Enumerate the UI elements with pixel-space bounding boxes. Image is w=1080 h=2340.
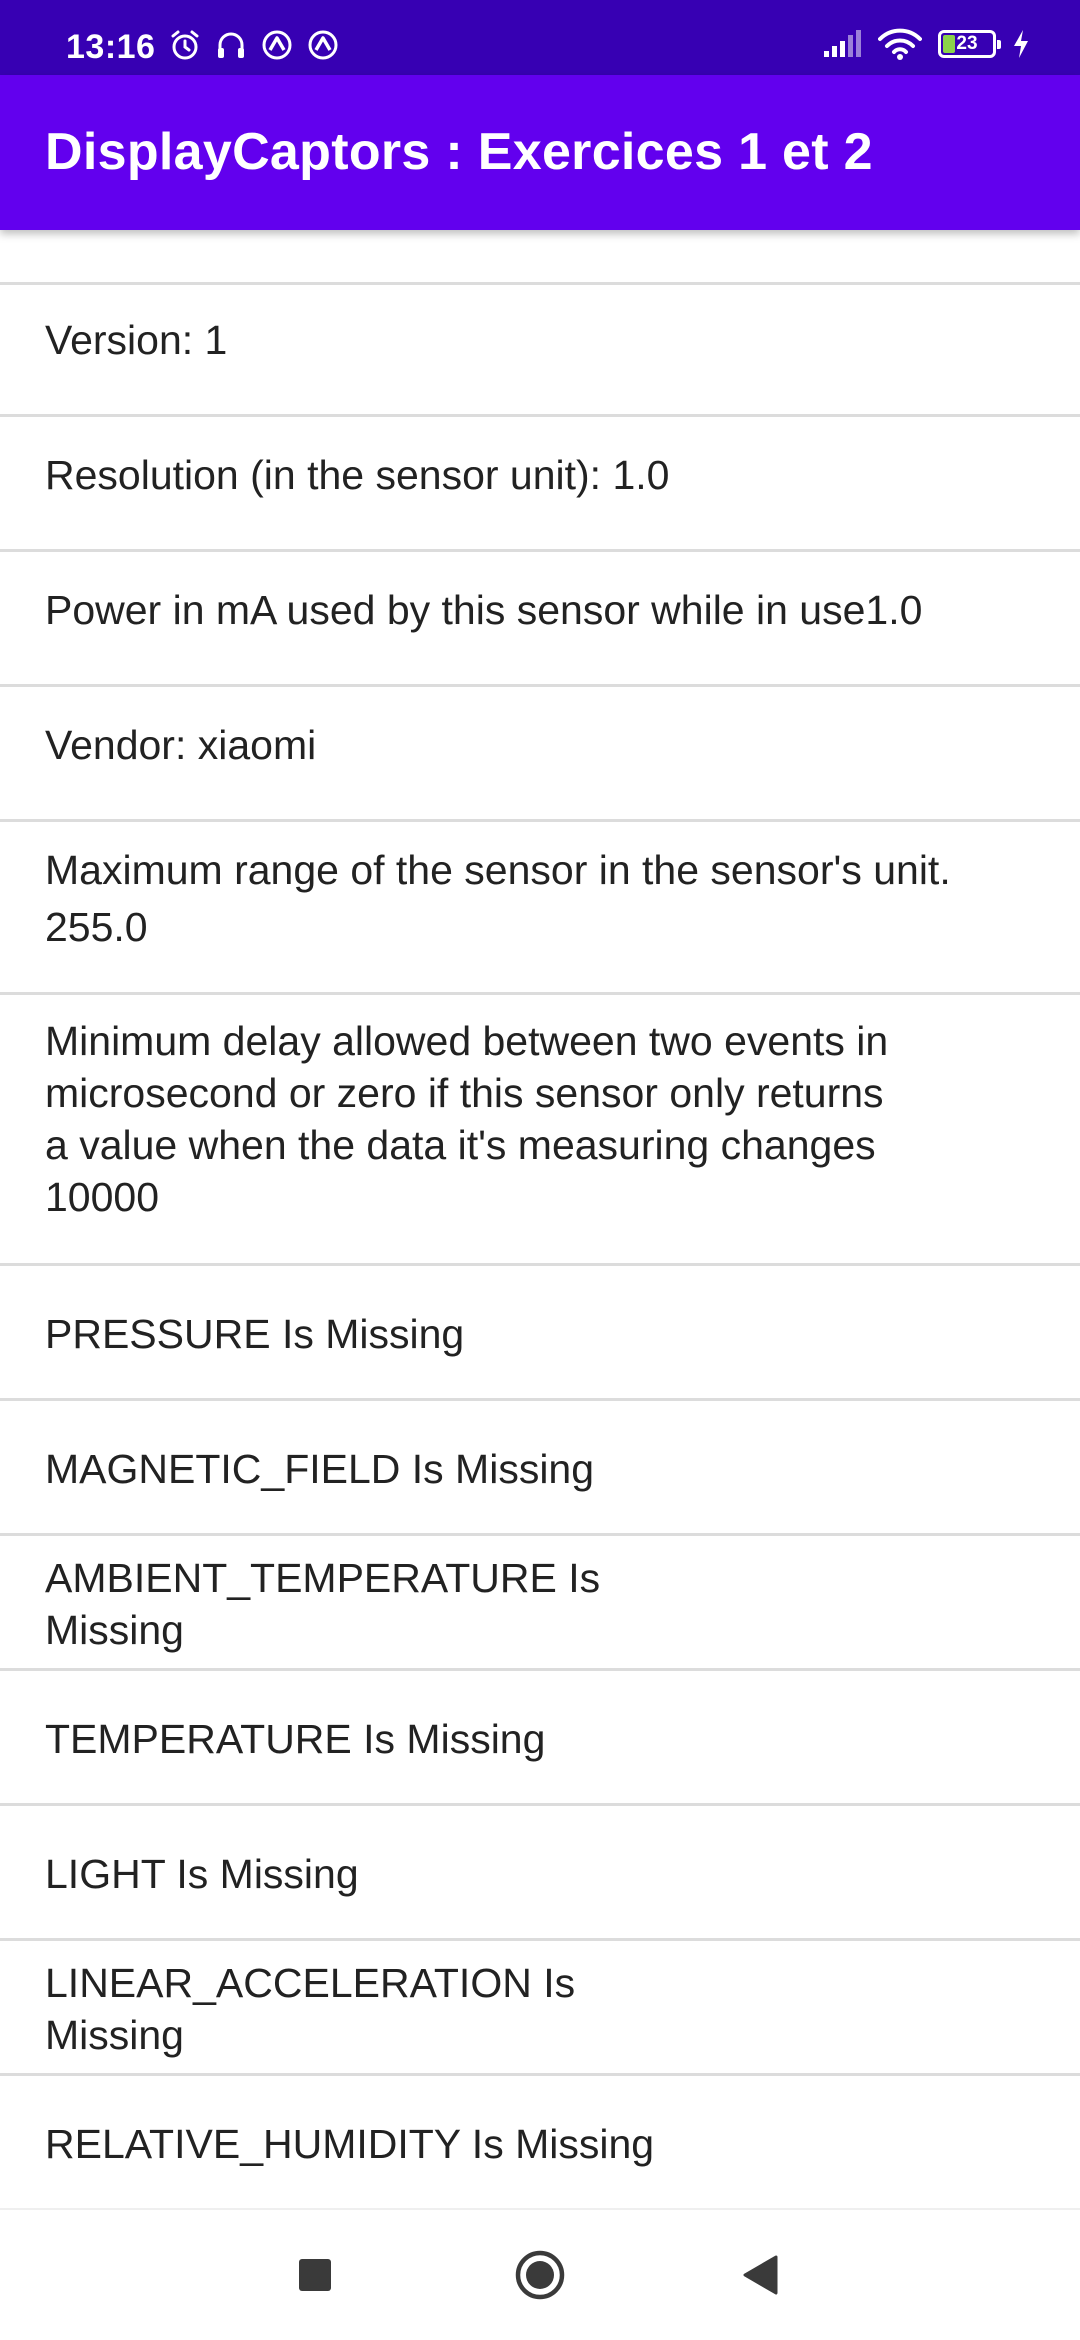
- square-icon: [299, 2259, 331, 2291]
- list-item: [0, 230, 1080, 285]
- app-bar: DisplayCaptors : Exercices 1 et 2: [0, 75, 1080, 230]
- battery-level: 23: [956, 33, 978, 54]
- sensor-resolution: Resolution (in the sensor unit): 1.0: [45, 452, 670, 498]
- home-button[interactable]: [480, 2210, 600, 2340]
- alarm-icon: [171, 30, 199, 60]
- notification-icon: [262, 30, 292, 60]
- sensor-max-range: Maximum range of the sensor in the senso…: [45, 847, 951, 950]
- sensor-vendor: Vendor: xiaomi: [45, 722, 317, 768]
- list-item-min-delay: Minimum delay allowed between two events…: [0, 995, 1080, 1266]
- battery-icon: 23: [938, 30, 1001, 58]
- list-item-resolution: Resolution (in the sensor unit): 1.0: [0, 417, 1080, 552]
- sensor-min-delay: Minimum delay allowed between two events…: [45, 1018, 889, 1220]
- navigation-bar: [0, 2210, 1080, 2340]
- missing-light: LIGHT Is Missing: [45, 1851, 359, 1897]
- app-title: DisplayCaptors : Exercices 1 et 2: [45, 123, 873, 181]
- list-item-max-range: Maximum range of the sensor in the senso…: [0, 822, 1080, 995]
- sensor-power: Power in mA used by this sensor while in…: [45, 587, 923, 633]
- list-item-power: Power in mA used by this sensor while in…: [0, 552, 1080, 687]
- list-item-vendor: Vendor: xiaomi: [0, 687, 1080, 822]
- sensor-list[interactable]: Version: 1 Resolution (in the sensor uni…: [0, 230, 1080, 2210]
- status-icons-right: 23: [822, 28, 1030, 60]
- status-bar: 13:16: [0, 0, 1080, 75]
- battery-fill: [943, 35, 955, 53]
- list-item-temperature: TEMPERATURE Is Missing: [0, 1671, 1080, 1806]
- status-time: 13:16: [66, 28, 156, 66]
- list-item-ambient-temperature: AMBIENT_TEMPERATURE Is Missing: [0, 1536, 1080, 1671]
- recents-button[interactable]: [255, 2210, 375, 2340]
- list-item-light: LIGHT Is Missing: [0, 1806, 1080, 1941]
- list-item-linear-acceleration: LINEAR_ACCELERATION Is Missing: [0, 1941, 1080, 2076]
- headset-icon: [218, 32, 244, 58]
- notification-icon: [308, 30, 338, 60]
- missing-linear-acceleration: LINEAR_ACCELERATION Is Missing: [45, 1960, 576, 2058]
- signal-icon: [824, 30, 861, 57]
- list-item-version: Version: 1: [0, 282, 1080, 417]
- sensor-version: Version: 1: [45, 317, 228, 363]
- list-item-relative-humidity: RELATIVE_HUMIDITY Is Missing: [0, 2076, 1080, 2210]
- missing-pressure: PRESSURE Is Missing: [45, 1311, 465, 1357]
- circle-icon: [515, 2250, 565, 2300]
- missing-relative-humidity: RELATIVE_HUMIDITY Is Missing: [45, 2121, 655, 2167]
- triangle-back-icon: [743, 2255, 778, 2295]
- charging-icon: [1014, 30, 1028, 58]
- missing-magnetic-field: MAGNETIC_FIELD Is Missing: [45, 1446, 595, 1492]
- missing-temperature: TEMPERATURE Is Missing: [45, 1716, 546, 1762]
- status-icons-left: [168, 28, 340, 62]
- list-item-pressure: PRESSURE Is Missing: [0, 1266, 1080, 1401]
- back-button[interactable]: [700, 2210, 820, 2340]
- missing-ambient-temperature: AMBIENT_TEMPERATURE Is Missing: [45, 1555, 601, 1653]
- list-item-magnetic-field: MAGNETIC_FIELD Is Missing: [0, 1401, 1080, 1536]
- wifi-icon: [878, 28, 922, 60]
